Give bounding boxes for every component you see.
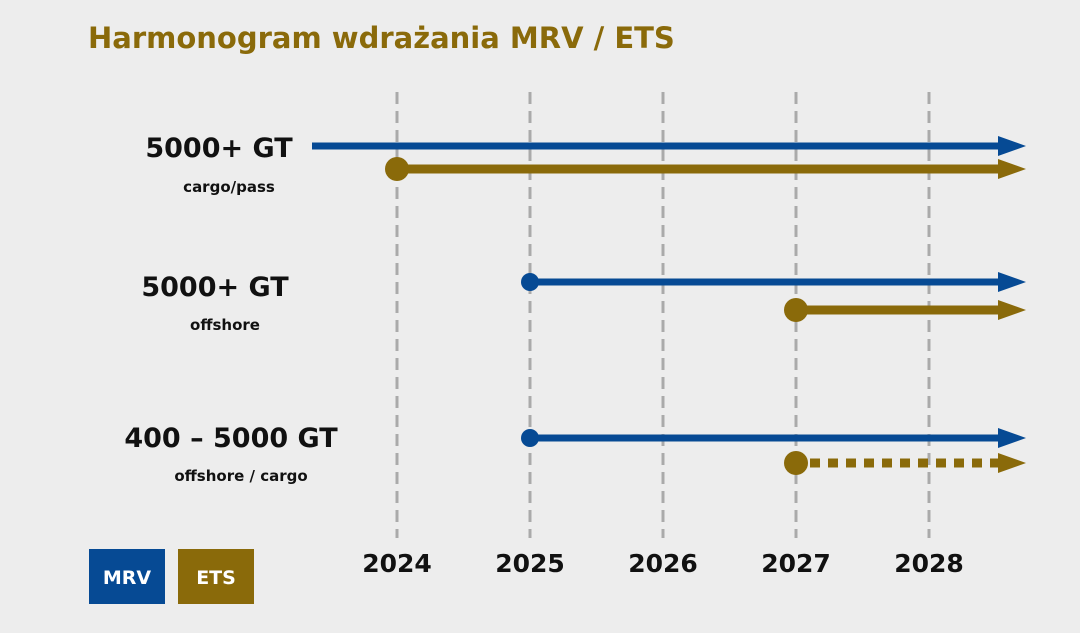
start-marker bbox=[385, 157, 409, 181]
start-marker bbox=[784, 451, 808, 475]
row-label: 5000+ GT bbox=[141, 272, 289, 303]
arrow-head-icon bbox=[998, 453, 1026, 473]
chart-title: Harmonogram wdrażania MRV / ETS bbox=[88, 21, 675, 55]
year-label-2024: 2024 bbox=[362, 549, 432, 578]
legend-swatch bbox=[89, 549, 165, 604]
start-marker bbox=[521, 273, 539, 291]
row-sublabel: offshore bbox=[190, 316, 260, 334]
bar-ets bbox=[385, 157, 1026, 181]
bar-ets bbox=[784, 451, 1026, 475]
legend-mrv: MRV bbox=[89, 549, 165, 604]
row-sublabel: offshore / cargo bbox=[174, 467, 307, 485]
legend-label: MRV bbox=[103, 567, 152, 589]
arrow-head-icon bbox=[998, 428, 1026, 448]
year-label-2026: 2026 bbox=[628, 549, 698, 578]
year-label-2028: 2028 bbox=[894, 549, 964, 578]
row-label: 5000+ GT bbox=[145, 133, 293, 164]
arrow-head-icon bbox=[998, 159, 1026, 179]
start-marker bbox=[784, 298, 808, 322]
arrow-head-icon bbox=[998, 272, 1026, 292]
row-label: 400 – 5000 GT bbox=[124, 423, 338, 454]
legend-label: ETS bbox=[196, 567, 236, 589]
row-sublabel: cargo/pass bbox=[183, 178, 275, 196]
bar-mrv bbox=[521, 272, 1026, 292]
arrow-head-icon bbox=[998, 136, 1026, 156]
year-label-2025: 2025 bbox=[495, 549, 565, 578]
bar-mrv bbox=[521, 428, 1026, 448]
bar-mrv bbox=[312, 136, 1026, 156]
legend-swatch bbox=[178, 549, 254, 604]
arrow-head-icon bbox=[998, 300, 1026, 320]
bar-ets bbox=[784, 298, 1026, 322]
legend-ets: ETS bbox=[178, 549, 254, 604]
start-marker bbox=[521, 429, 539, 447]
year-label-2027: 2027 bbox=[761, 549, 831, 578]
